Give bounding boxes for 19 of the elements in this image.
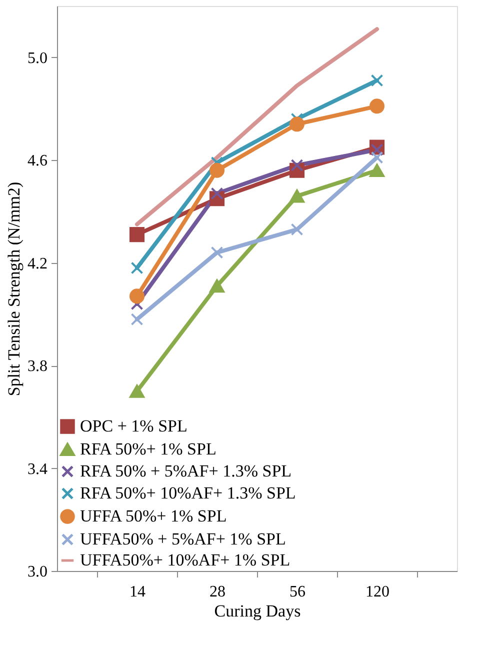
y-axis-title: Split Tensile Strength (N/mm2) xyxy=(4,182,24,396)
legend-label: UFFA50% + 5%AF+ 1% SPL xyxy=(80,530,286,548)
y-tick-label: 4.2 xyxy=(28,255,48,272)
legend-label: UFFA50%+ 10%AF+ 1% SPL xyxy=(80,550,290,570)
x-tick-label: 28 xyxy=(210,584,226,600)
y-tick-label: 3.8 xyxy=(28,358,48,376)
legend-label: RFA 50%+ 10%AF+ 1.3% SPL xyxy=(80,484,296,502)
x-tick-label: 56 xyxy=(290,584,306,600)
y-tick-label: 3.4 xyxy=(28,460,48,478)
y-tick-label: 3.0 xyxy=(28,564,48,580)
y-tick-label: 4.6 xyxy=(28,152,48,170)
y-tick-label: 5.0 xyxy=(28,50,48,67)
x-axis-title: Curing Days xyxy=(214,602,301,620)
x-tick-label: 120 xyxy=(366,584,390,600)
legend-label: RFA 50% + 5%AF+ 1.3% SPL xyxy=(80,462,292,480)
legend-label: RFA 50%+ 1% SPL xyxy=(80,440,216,458)
legend-label: UFFA 50%+ 1% SPL xyxy=(80,506,227,526)
legend-label: OPC + 1% SPL xyxy=(80,416,188,436)
x-tick-label: 14 xyxy=(130,584,146,600)
